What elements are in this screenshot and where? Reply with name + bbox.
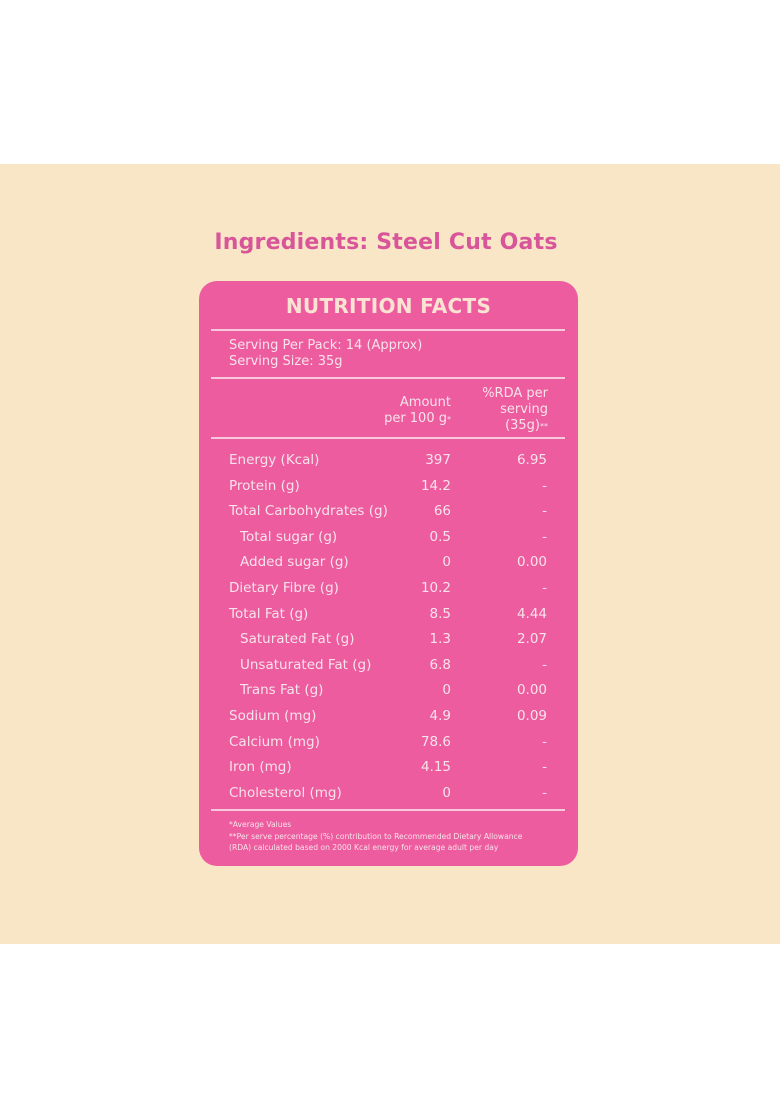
footnote: *Average Values <box>229 820 292 829</box>
nutrient-rda: 4.44 <box>516 605 547 622</box>
divider <box>211 377 565 379</box>
nutrient-rda: 6.95 <box>516 452 547 468</box>
table-row: Saturated Fat (g) 1.3 2.07 <box>229 627 549 653</box>
nutrient-label: Sodium (mg) <box>229 707 317 724</box>
table-row: Trans Fat (g) 0 0.00 <box>229 678 549 704</box>
table-row: Cholesterol (mg) 0 - <box>229 781 549 807</box>
nutrient-amount: 6.8 <box>429 656 451 673</box>
nutrient-label: Total Fat (g) <box>229 605 309 622</box>
nutrient-table: Energy (Kcal) 397 6.95 Protein (g) 14.2- Tota… <box>229 448 549 806</box>
footnote: (RDA) calculated based on 2000 Kcal ener… <box>229 843 499 852</box>
nutrient-amount: 14.2 <box>420 477 451 494</box>
nutrient-rda: - <box>542 759 547 776</box>
nutrient-rda: 2.07 <box>516 631 547 648</box>
nutrient-rda: - <box>542 733 547 750</box>
nutrient-label: Total sugar (g) <box>240 528 338 545</box>
table-row: Energy (Kcal) 397 6.95 <box>229 448 549 474</box>
table-row: Total Carbohydrates (g) 66 - <box>229 499 549 525</box>
rda-header-line2: serving <box>500 402 548 417</box>
nutrient-rda: 0.09 <box>516 707 547 724</box>
rda-header-line1: %RDA per <box>482 386 548 401</box>
table-row: Calcium (mg) 78.6 - <box>229 730 549 756</box>
nutrient-label: Energy (Kcal) <box>229 452 320 468</box>
table-row: Iron (mg) 4.15 - <box>229 755 549 781</box>
nutrient-rda: - <box>542 656 547 673</box>
divider <box>211 809 565 811</box>
footnote: **Per serve percentage (%) contribution … <box>229 831 523 841</box>
nutrient-label: Iron (mg) <box>229 759 292 776</box>
divider <box>211 329 565 331</box>
nutrient-label: Protein (g) <box>229 477 300 494</box>
amount-column-header: Amount per 100 g* <box>384 395 451 428</box>
panel-title: NUTRITION FACTS <box>285 294 492 318</box>
table-row: Added sugar (g) 0 0.00 <box>229 550 549 576</box>
table-row: Protein (g) 14.2 - <box>229 474 549 500</box>
nutrient-amount: 0.5 <box>429 528 451 545</box>
nutrient-amount: 8.5 <box>429 605 451 622</box>
table-row: Dietary Fibre (g) 10.2 - <box>229 576 549 602</box>
nutrient-label: Dietary Fibre (g) <box>229 579 339 596</box>
nutrient-label: Saturated Fat (g) <box>240 631 355 648</box>
divider <box>211 437 565 439</box>
nutrient-rda: 0.00 <box>516 554 547 571</box>
nutrient-amount: 66 <box>433 503 451 520</box>
rda-header-line3: (35g)** <box>505 418 548 433</box>
nutrient-amount: 4.9 <box>429 707 451 724</box>
nutrient-amount: 0 <box>442 784 451 801</box>
table-row: Sodium (mg) 4.9 0.09 <box>229 704 549 730</box>
nutrient-rda: - <box>542 503 547 520</box>
nutrient-rda: - <box>542 784 547 801</box>
nutrient-rda: - <box>542 528 547 545</box>
table-row: Unsaturated Fat (g) 6.8 - <box>229 653 549 679</box>
serving-size: Serving Size: 35g <box>229 354 343 369</box>
nutrient-label: Total Carbohydrates (g) <box>229 503 388 520</box>
nutrient-label: Unsaturated Fat (g) <box>240 656 372 673</box>
table-row: Total Fat (g) 8.5 4.44 <box>229 602 549 628</box>
nutrient-label: Trans Fat (g) <box>240 682 324 699</box>
ingredients-heading: Ingredients: Steel Cut Oats <box>214 230 558 255</box>
nutrient-rda: 0.00 <box>516 682 547 699</box>
nutrient-label: Added sugar (g) <box>240 554 349 571</box>
nutrient-amount: 10.2 <box>420 579 451 596</box>
nutrition-facts-panel: NUTRITION FACTS Serving Per Pack: 14 (Ap… <box>199 281 578 866</box>
footnotes: *Average Values **Per serve percentage (… <box>229 819 569 854</box>
nutrient-amount: 4.15 <box>420 759 451 776</box>
nutrient-rda: - <box>542 579 547 596</box>
amount-header-line2: per 100 g* <box>384 411 451 426</box>
amount-header-line1: Amount <box>399 395 451 410</box>
nutrient-rda: - <box>542 477 547 494</box>
nutrient-amount: 0 <box>442 554 451 571</box>
nutrient-amount: 78.6 <box>420 733 451 750</box>
rda-column-header: %RDA per serving (35g)** <box>482 386 548 435</box>
nutrient-label: Cholesterol (mg) <box>229 784 342 801</box>
table-row: Total sugar (g) 0.5 - <box>229 525 549 551</box>
nutrient-amount: 1.3 <box>429 631 451 648</box>
nutrient-amount: 0 <box>442 682 451 699</box>
serving-info: Serving Per Pack: 14 (Approx) Serving Si… <box>229 338 422 370</box>
serving-per-pack: Serving Per Pack: 14 (Approx) <box>229 338 423 353</box>
nutrient-amount: 397 <box>425 452 451 468</box>
nutrient-label: Calcium (mg) <box>229 733 320 750</box>
